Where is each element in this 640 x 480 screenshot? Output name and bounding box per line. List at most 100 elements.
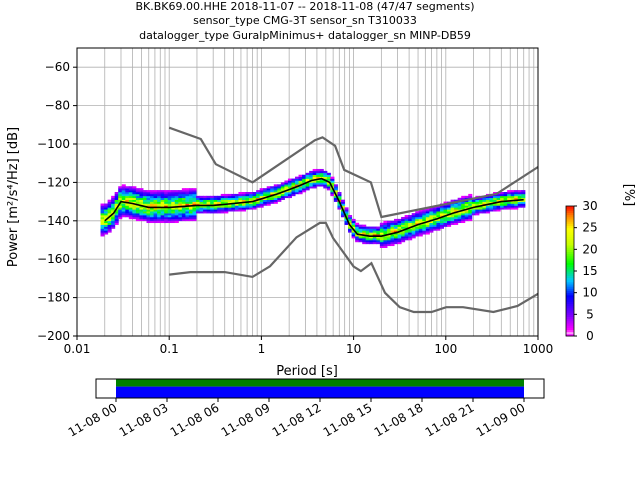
density-cell <box>390 238 395 241</box>
density-cell <box>245 205 250 208</box>
density-cell <box>150 197 155 200</box>
density-cell <box>475 209 480 212</box>
density-cell <box>510 192 515 195</box>
density-cell <box>171 213 176 216</box>
density-cell <box>450 211 455 214</box>
density-cell <box>142 195 148 199</box>
density-cell <box>468 216 473 220</box>
density-cell <box>319 182 324 185</box>
density-cell <box>496 193 501 197</box>
density-cell <box>312 176 317 179</box>
density-cell <box>100 213 105 216</box>
density-cell <box>192 216 197 220</box>
density-cell <box>323 172 328 176</box>
density-cell <box>178 215 183 218</box>
density-cell <box>383 226 388 229</box>
density-cell <box>507 190 512 193</box>
density-cell <box>277 190 282 193</box>
nlnm-line <box>169 221 539 314</box>
density-cell <box>503 203 508 206</box>
density-cell <box>383 243 388 247</box>
density-cell <box>379 243 384 247</box>
density-cell <box>390 220 395 224</box>
density-cell <box>521 192 526 195</box>
density-cell <box>447 222 452 225</box>
density-cell <box>224 207 229 210</box>
density-cell <box>436 209 441 212</box>
density-cell <box>111 224 116 227</box>
density-cell <box>263 192 268 195</box>
density-cell <box>174 215 179 218</box>
colorbar-segment <box>566 273 574 276</box>
density-cell <box>132 193 137 197</box>
density-cell <box>298 186 303 189</box>
density-cell <box>256 203 261 206</box>
density-cell <box>157 205 162 208</box>
density-cell <box>199 195 204 199</box>
density-cell <box>475 213 480 216</box>
axes-frame <box>76 47 539 337</box>
colorbar-segment <box>566 314 574 317</box>
density-cell <box>372 241 377 245</box>
density-cell <box>146 209 151 212</box>
density-cell <box>192 215 197 218</box>
density-cell <box>157 199 162 202</box>
density-cell <box>227 193 232 197</box>
density-cell <box>337 193 342 197</box>
density-cell <box>478 199 483 202</box>
density-cell <box>422 228 427 231</box>
density-cell <box>270 186 275 189</box>
density-cell <box>100 205 105 208</box>
density-cell <box>118 192 123 195</box>
density-cell <box>464 218 469 222</box>
density-cell <box>372 240 377 243</box>
density-cell <box>252 197 257 200</box>
density-cell <box>390 236 395 239</box>
density-cell <box>401 222 406 225</box>
density-cell <box>312 182 317 185</box>
density-cell <box>521 190 526 193</box>
density-cell <box>150 209 155 212</box>
density-cell <box>135 216 140 220</box>
density-cell <box>224 209 229 212</box>
density-cell <box>337 207 342 210</box>
density-cell <box>436 207 441 210</box>
density-cell <box>128 205 133 208</box>
density-cell <box>277 186 282 189</box>
title-line-2: sensor_type CMG-3T sensor_sn T310033 <box>193 14 417 27</box>
density-cell <box>475 201 480 204</box>
density-cell <box>164 197 169 200</box>
colorbar-segment <box>566 234 574 237</box>
density-cell <box>404 222 409 225</box>
density-cell <box>422 224 427 227</box>
density-cell <box>457 220 462 224</box>
density-cell <box>482 205 487 208</box>
density-cell <box>312 174 317 177</box>
density-cell <box>142 209 148 212</box>
x-tick-label: 10 <box>346 342 361 356</box>
density-cell <box>111 201 116 204</box>
density-cell <box>507 197 512 200</box>
density-cell <box>181 201 186 204</box>
density-cell <box>245 197 250 200</box>
density-cell <box>125 211 130 214</box>
density-cell <box>298 188 303 191</box>
density-cell <box>351 220 356 224</box>
colorbar-segment <box>566 320 574 324</box>
colorbar-tick-label: 15 <box>582 264 597 278</box>
density-cell <box>319 184 324 187</box>
density-cell <box>482 199 487 202</box>
density-cell <box>256 205 261 208</box>
density-cell <box>181 211 186 214</box>
density-cell <box>192 199 197 202</box>
density-cell <box>521 203 526 206</box>
colorbar-segment <box>566 303 574 307</box>
density-cell <box>383 224 388 227</box>
density-cell <box>348 226 353 229</box>
density-cell <box>485 205 490 208</box>
density-cell <box>203 209 208 212</box>
density-cell <box>178 213 183 216</box>
density-cell <box>132 199 137 202</box>
density-cell <box>369 240 374 243</box>
density-cell <box>432 207 437 210</box>
